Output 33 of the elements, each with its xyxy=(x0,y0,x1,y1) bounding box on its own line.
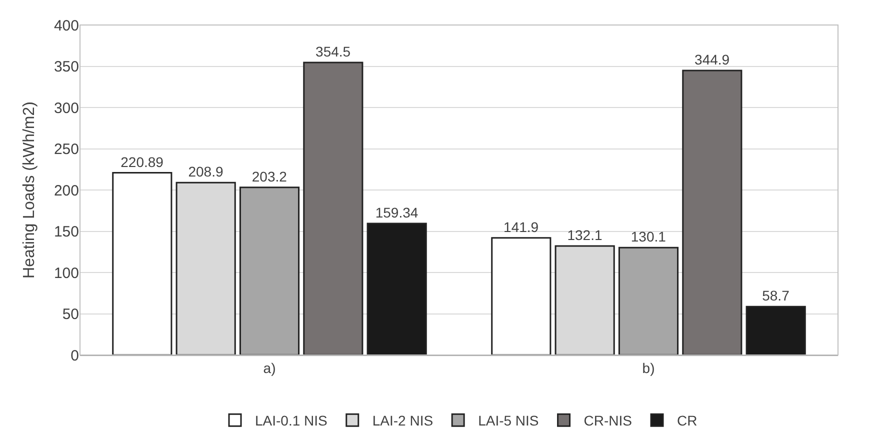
data-label: 132.1 xyxy=(567,227,602,244)
y-tick-label: 400 xyxy=(54,17,79,34)
y-tick-label: 150 xyxy=(54,224,79,240)
legend-label: LAI-0.1 NIS xyxy=(255,412,328,429)
y-tick-label: 50 xyxy=(62,306,79,323)
data-label: 344.9 xyxy=(694,51,730,68)
data-label: 141.9 xyxy=(504,218,539,235)
bar xyxy=(366,222,427,355)
y-tick-label: 300 xyxy=(54,100,79,117)
legend-label: LAI-5 NIS xyxy=(478,412,539,429)
y-tick-label: 200 xyxy=(54,182,79,200)
y-tick-label: 0 xyxy=(70,347,79,364)
y-tick-label: 100 xyxy=(54,264,79,282)
x-tick-label: b) xyxy=(642,360,655,376)
data-label: 58.7 xyxy=(762,288,790,304)
bar xyxy=(303,62,364,355)
bar xyxy=(682,70,742,355)
data-label: 220.89 xyxy=(120,154,164,170)
legend-label: CR-NIS xyxy=(584,412,632,429)
y-tick-label: 250 xyxy=(54,141,79,158)
data-label: 208.9 xyxy=(188,164,224,180)
legend-label: CR xyxy=(677,412,698,429)
data-label: 159.34 xyxy=(375,204,418,221)
data-label: 203.2 xyxy=(252,168,288,184)
bar xyxy=(746,306,806,355)
bar xyxy=(491,237,552,355)
legend-label: LAI-2 NIS xyxy=(372,412,434,429)
bar xyxy=(112,172,172,355)
y-tick-label: 350 xyxy=(54,58,79,76)
y-axis-title: Heating Loads (kWh/m2) xyxy=(20,102,38,278)
data-label: 354.5 xyxy=(316,44,351,60)
data-label: 130.1 xyxy=(630,228,666,245)
x-tick-label: a) xyxy=(263,360,276,376)
